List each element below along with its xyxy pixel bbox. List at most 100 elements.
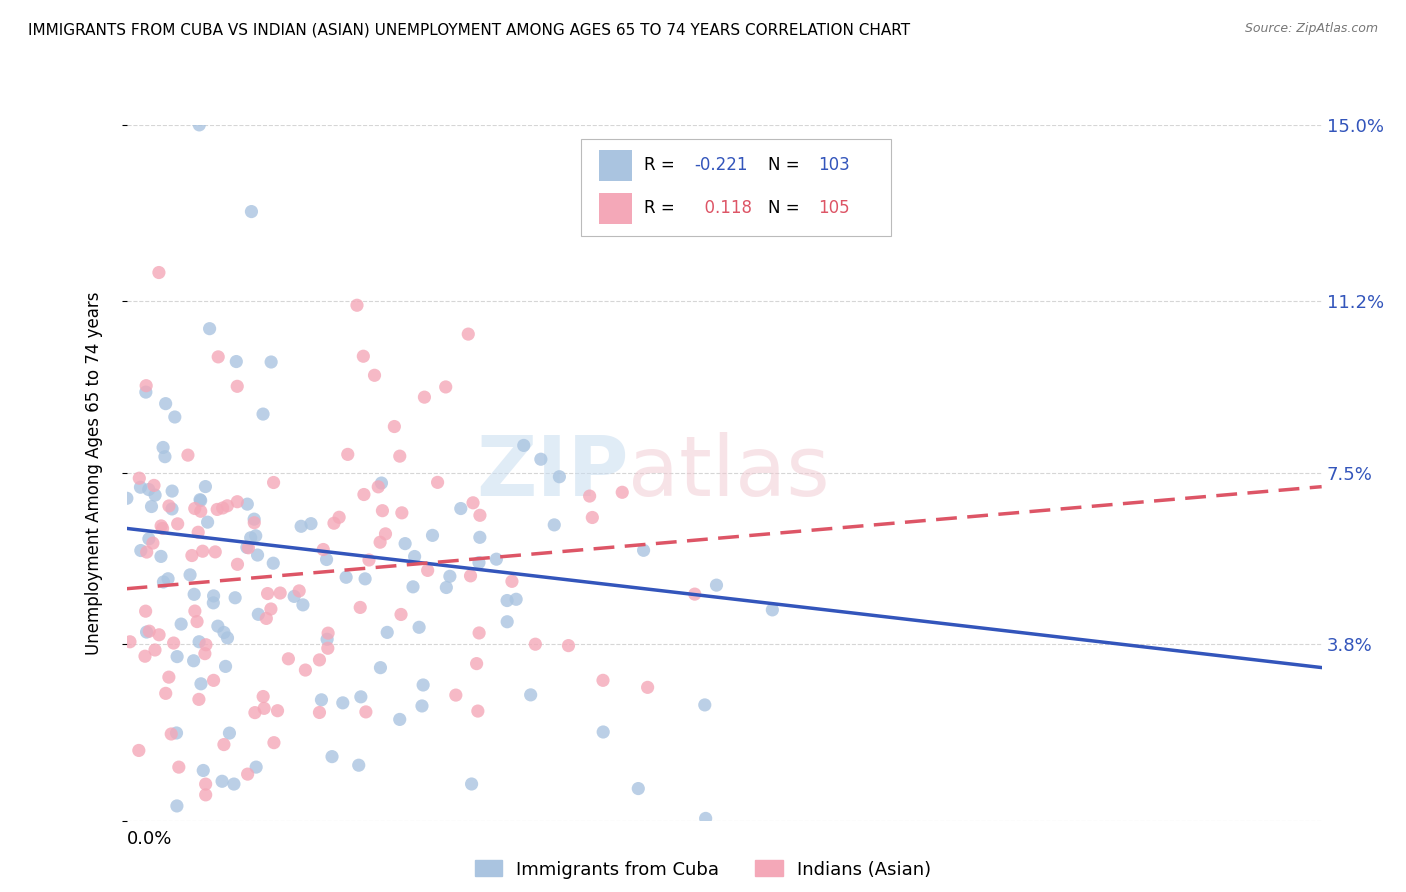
Point [370,476,392,491]
Text: ZIP: ZIP [477,433,628,513]
Point [468,508,491,523]
Point [323,516,346,531]
Point [346,298,368,312]
Point [143,643,166,657]
Point [290,519,312,533]
FancyBboxPatch shape [581,139,891,236]
Point [294,663,316,677]
Point [166,726,188,740]
Point [269,586,291,600]
Point [138,483,160,497]
Point [467,704,489,718]
Point [245,529,267,543]
Point [353,487,375,501]
Text: IMMIGRANTS FROM CUBA VS INDIAN (ASIAN) UNEMPLOYMENT AMONG AGES 65 TO 74 YEARS CO: IMMIGRANTS FROM CUBA VS INDIAN (ASIAN) U… [28,22,910,37]
Point [457,327,479,342]
Point [128,471,150,485]
Point [180,549,202,563]
Point [163,409,186,424]
Point [266,704,288,718]
Point [157,572,180,586]
Point [152,441,174,455]
Point [183,587,205,601]
Text: 0.118: 0.118 [695,200,752,218]
Point [434,380,457,394]
Point [371,504,394,518]
Point [212,738,235,752]
Point [592,673,614,688]
Point [194,638,217,652]
Point [187,525,209,540]
Point [194,479,217,493]
Text: -0.221: -0.221 [695,156,748,174]
Point [460,569,482,583]
Point [311,693,333,707]
Point [183,654,205,668]
Point [347,758,370,772]
Point [277,652,299,666]
Point [243,516,266,530]
Point [217,499,239,513]
Point [578,489,600,503]
Point [321,749,343,764]
Point [388,449,411,463]
Point [422,528,444,542]
Point [222,777,245,791]
Point [354,705,377,719]
Point [193,764,215,778]
Point [695,812,717,826]
Point [138,532,160,546]
Point [316,641,339,656]
Point [349,600,371,615]
Point [254,611,277,625]
Point [412,678,434,692]
Point [138,624,160,639]
Text: N =: N = [768,156,806,174]
Point [706,578,728,592]
Point [352,349,374,363]
Point [179,567,201,582]
Point [263,736,285,750]
Point [190,493,212,508]
Text: R =: R = [644,200,681,218]
Point [315,552,337,566]
Point [240,204,263,219]
Point [368,535,391,549]
Point [308,706,330,720]
Point [350,690,373,704]
Point [211,500,233,515]
Point [316,626,339,640]
Point [357,553,380,567]
Point [148,266,170,280]
Point [177,448,200,462]
Point [367,480,389,494]
Point [426,475,449,490]
Point [198,321,221,335]
Point [152,521,174,535]
Text: atlas: atlas [628,433,830,513]
Point [129,480,152,494]
Point [236,541,259,555]
Point [243,512,266,526]
Point [485,552,508,566]
Point [155,686,177,700]
Point [152,574,174,589]
Point [155,397,177,411]
Point [291,598,314,612]
Point [513,438,536,452]
Point [135,625,157,640]
Point [404,549,426,564]
Point [637,681,659,695]
Point [150,519,173,533]
Point [501,574,523,589]
Point [411,698,433,713]
Point [434,581,457,595]
Point [336,447,359,461]
Point [247,607,270,622]
Point [389,607,412,622]
Point [205,502,228,516]
Point [188,492,211,507]
Point [184,501,207,516]
Point [391,506,413,520]
Legend: Immigrants from Cuba, Indians (Asian): Immigrants from Cuba, Indians (Asian) [475,860,931,879]
